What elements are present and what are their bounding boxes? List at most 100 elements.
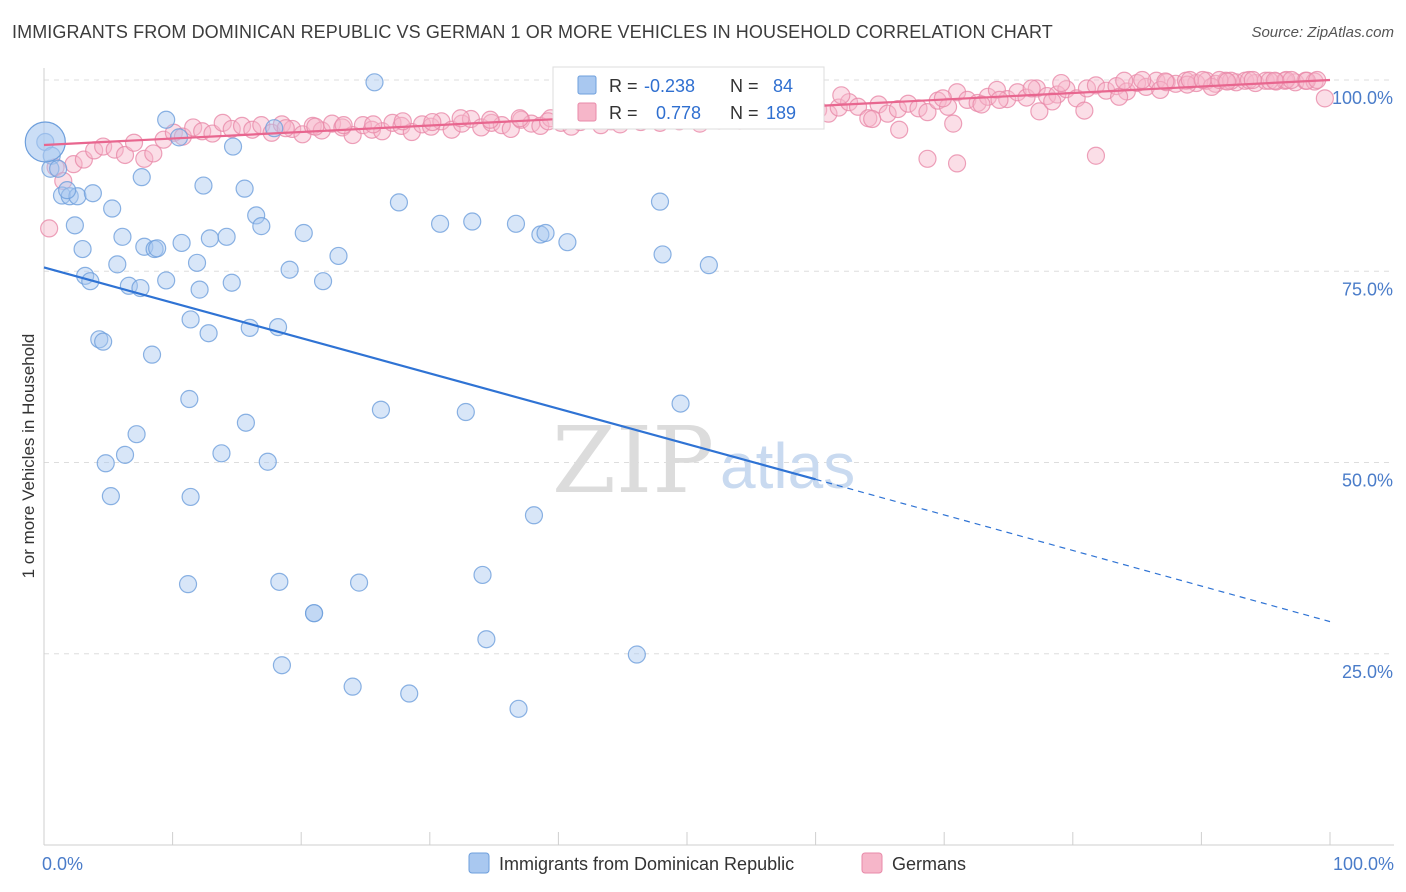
x-axis-ticks <box>43 832 1331 845</box>
dominican-point-19 <box>113 227 132 246</box>
dominican-point-28 <box>108 255 127 274</box>
stats-legend-box: R = -0.238 N = 84 R = 0.778 N = 189 <box>552 66 825 130</box>
x-tick-label-max: 100.0% <box>1333 854 1394 874</box>
dominican-point-39 <box>294 223 313 243</box>
germans-point-154 <box>1156 72 1175 91</box>
germans-point-141 <box>1109 87 1129 106</box>
dominican-point-69 <box>101 487 120 506</box>
dominican-point-83 <box>304 604 324 623</box>
germans-point-100 <box>1027 79 1046 98</box>
germans-point-138 <box>972 95 991 114</box>
dominican-point-77 <box>477 630 496 649</box>
dominican-point-72 <box>178 575 198 594</box>
dominican-point-51 <box>699 256 718 275</box>
dominican-point-60 <box>180 389 199 409</box>
dominican-point-66 <box>96 454 115 473</box>
dominican-point-74 <box>349 573 369 592</box>
germans-point-11 <box>144 144 163 163</box>
dominican-point-55 <box>181 310 200 329</box>
germans-point-93 <box>958 90 977 109</box>
stats-legend-frame <box>552 66 825 130</box>
dominican-point-11 <box>132 168 151 187</box>
germans-point-155 <box>1180 70 1199 90</box>
dominican-point-33 <box>157 271 176 290</box>
watermark-atlas: atlas <box>720 430 855 502</box>
trend-lines <box>43 78 1331 623</box>
germans-point-0 <box>40 219 59 238</box>
germans-point-134 <box>1030 102 1049 121</box>
germans-point-180 <box>364 115 383 134</box>
dominican-point-9 <box>65 216 84 235</box>
dominican-point-64 <box>127 425 146 444</box>
dominican-point-67 <box>212 444 231 463</box>
germans-point-87 <box>899 94 918 113</box>
germans-point-175 <box>510 109 529 128</box>
watermark: ZIP atlas <box>552 407 855 514</box>
dominican-point-78 <box>627 645 646 664</box>
germans-point-130 <box>918 149 937 168</box>
germans-point-8 <box>115 145 135 165</box>
dominican-point-56 <box>199 324 218 343</box>
germans-point-99 <box>1017 88 1036 107</box>
legend-label-dominican: Immigrants from Dominican Republic <box>499 854 794 874</box>
germans-point-10 <box>135 149 154 168</box>
germans-point-97 <box>998 90 1017 109</box>
legend-swatch-germans <box>861 852 883 874</box>
chart-source: Source: ZipAtlas.com <box>1251 24 1394 41</box>
y-tick-label-25: 25.0% <box>1342 662 1393 682</box>
germans-point-81 <box>839 93 859 112</box>
dominican-point-38 <box>329 246 348 266</box>
dominican-point-47 <box>536 223 555 243</box>
germans-point-136 <box>890 120 909 139</box>
dominican-point-26 <box>217 227 236 246</box>
germans-point-149 <box>990 90 1009 109</box>
germans-point-19 <box>222 119 241 139</box>
stats-swatch-pink <box>577 102 597 122</box>
y-tick-label-100: 100.0% <box>1332 88 1393 108</box>
x-tick-label-min: 0.0% <box>42 854 83 874</box>
dominican-point-15 <box>223 137 243 156</box>
dominican-point-24 <box>187 253 207 272</box>
stats-n-label-blue: N = <box>730 76 759 96</box>
germans-point-153 <box>1133 70 1152 90</box>
dominican-point-37 <box>313 272 333 291</box>
dominican-point-49 <box>650 192 670 211</box>
dominican-point-54 <box>142 345 162 364</box>
series-dominican-points <box>24 73 718 718</box>
germans-point-86 <box>888 99 908 119</box>
germans-point-133 <box>944 114 963 133</box>
germans-point-161 <box>1282 70 1301 90</box>
germans-point-150 <box>1022 79 1041 98</box>
germans-point-158 <box>1218 72 1237 91</box>
dominican-point-71 <box>524 506 544 525</box>
germans-point-137 <box>863 109 882 129</box>
legend-swatch-dominican <box>468 852 490 874</box>
germans-point-139 <box>1043 92 1062 111</box>
dominican-point-80 <box>343 677 362 696</box>
dominican-point-10 <box>103 199 122 218</box>
dominican-point-12 <box>157 110 176 129</box>
legend-label-germans: Germans <box>892 854 966 874</box>
germans-point-179 <box>393 112 412 131</box>
stats-n-value-pink: 189 <box>766 103 796 123</box>
germans-point-159 <box>1243 70 1262 90</box>
dominican-point-48 <box>558 233 577 252</box>
dominican-point-8 <box>58 181 77 200</box>
dominican-point-50 <box>653 245 672 264</box>
y-tick-label-75: 75.0% <box>1342 279 1393 299</box>
dominican-point-65 <box>115 445 135 464</box>
y-tick-label-50: 50.0% <box>1342 471 1393 491</box>
grid <box>44 79 1394 655</box>
germans-point-176 <box>481 110 500 129</box>
watermark-zip: ZIP <box>552 407 714 514</box>
dominican-point-27 <box>252 217 271 236</box>
germans-point-106 <box>1086 76 1106 95</box>
germans-point-9 <box>124 133 144 152</box>
dominican-point-44 <box>463 212 482 231</box>
germans-point-178 <box>423 112 442 132</box>
dominican-point-23 <box>172 233 191 253</box>
germans-point-18 <box>213 113 232 132</box>
dominican-point-42 <box>389 193 409 212</box>
dominican-point-75 <box>473 565 492 585</box>
